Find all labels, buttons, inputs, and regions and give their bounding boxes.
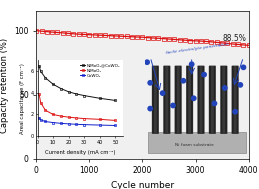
FancyBboxPatch shape bbox=[186, 66, 193, 134]
Legend: NiMoO₄@CoWO₄, NiMoO₄, CoWO₄: NiMoO₄@CoWO₄, NiMoO₄, CoWO₄ bbox=[80, 63, 121, 79]
FancyBboxPatch shape bbox=[175, 66, 182, 134]
FancyBboxPatch shape bbox=[211, 66, 214, 134]
Circle shape bbox=[147, 106, 153, 112]
NiMoO₄@CoWO₄ bbox=[98, 97, 101, 99]
NiMoO₄@CoWO₄ bbox=[83, 94, 86, 97]
Circle shape bbox=[222, 85, 228, 91]
FancyBboxPatch shape bbox=[199, 66, 203, 134]
NiMoO₄ bbox=[39, 101, 42, 104]
Circle shape bbox=[147, 80, 153, 86]
NiMoO₄ bbox=[59, 115, 62, 117]
CoWO₄ bbox=[98, 124, 101, 126]
Circle shape bbox=[170, 103, 176, 108]
Text: 88.5%: 88.5% bbox=[222, 34, 246, 43]
Line: NiMoO₄: NiMoO₄ bbox=[38, 93, 116, 122]
NiMoO₄@CoWO₄ bbox=[38, 65, 41, 67]
FancyBboxPatch shape bbox=[165, 66, 168, 134]
Circle shape bbox=[212, 101, 217, 106]
CoWO₄ bbox=[75, 123, 78, 125]
Circle shape bbox=[160, 90, 166, 96]
CoWO₄ bbox=[44, 120, 47, 123]
FancyBboxPatch shape bbox=[163, 66, 170, 134]
NiMoO₄ bbox=[98, 118, 101, 120]
Circle shape bbox=[241, 64, 246, 70]
NiMoO₄@CoWO₄ bbox=[44, 77, 47, 79]
NiMoO₄ bbox=[67, 116, 70, 118]
Circle shape bbox=[181, 78, 186, 84]
FancyBboxPatch shape bbox=[154, 66, 157, 134]
CoWO₄ bbox=[114, 124, 117, 127]
NiMoO₄ bbox=[75, 117, 78, 119]
FancyBboxPatch shape bbox=[232, 66, 239, 134]
Circle shape bbox=[201, 72, 207, 77]
Circle shape bbox=[189, 61, 195, 67]
CoWO₄ bbox=[39, 119, 42, 121]
FancyBboxPatch shape bbox=[222, 66, 225, 134]
CoWO₄ bbox=[67, 123, 70, 125]
Y-axis label: Areal capacitance (F cm⁻²): Areal capacitance (F cm⁻²) bbox=[20, 63, 25, 134]
NiMoO₄@CoWO₄ bbox=[75, 93, 78, 95]
CoWO₄ bbox=[59, 122, 62, 125]
NiMoO₄ bbox=[44, 109, 47, 111]
Line: CoWO₄: CoWO₄ bbox=[38, 117, 116, 127]
Text: Ni foam substrate: Ni foam substrate bbox=[175, 143, 214, 147]
FancyBboxPatch shape bbox=[220, 66, 227, 134]
FancyBboxPatch shape bbox=[188, 66, 191, 134]
NiMoO₄@CoWO₄ bbox=[52, 83, 55, 85]
FancyBboxPatch shape bbox=[177, 66, 180, 134]
NiMoO₄ bbox=[114, 119, 117, 122]
Circle shape bbox=[191, 95, 197, 101]
FancyBboxPatch shape bbox=[198, 66, 204, 134]
FancyBboxPatch shape bbox=[234, 66, 237, 134]
FancyBboxPatch shape bbox=[152, 66, 159, 134]
NiMoO₄@CoWO₄ bbox=[114, 99, 117, 101]
Circle shape bbox=[238, 82, 243, 88]
CoWO₄ bbox=[83, 123, 86, 126]
Line: NiMoO₄@CoWO₄: NiMoO₄@CoWO₄ bbox=[38, 65, 116, 101]
FancyBboxPatch shape bbox=[148, 132, 246, 153]
CoWO₄ bbox=[38, 117, 41, 119]
NiMoO₄@CoWO₄ bbox=[67, 91, 70, 93]
NiMoO₄ bbox=[83, 117, 86, 120]
NiMoO₄@CoWO₄ bbox=[39, 70, 42, 72]
Text: facile electrolyte penetration: facile electrolyte penetration bbox=[165, 42, 229, 55]
NiMoO₄@CoWO₄ bbox=[59, 88, 62, 90]
CoWO₄ bbox=[52, 122, 55, 124]
NiMoO₄ bbox=[38, 93, 41, 95]
NiMoO₄ bbox=[52, 113, 55, 116]
X-axis label: Current density (mA cm⁻²): Current density (mA cm⁻²) bbox=[45, 150, 116, 155]
X-axis label: Cycle number: Cycle number bbox=[111, 181, 174, 189]
Circle shape bbox=[144, 59, 150, 65]
Y-axis label: Capacity retention (%): Capacity retention (%) bbox=[0, 37, 9, 133]
FancyBboxPatch shape bbox=[209, 66, 216, 134]
Circle shape bbox=[232, 109, 238, 115]
